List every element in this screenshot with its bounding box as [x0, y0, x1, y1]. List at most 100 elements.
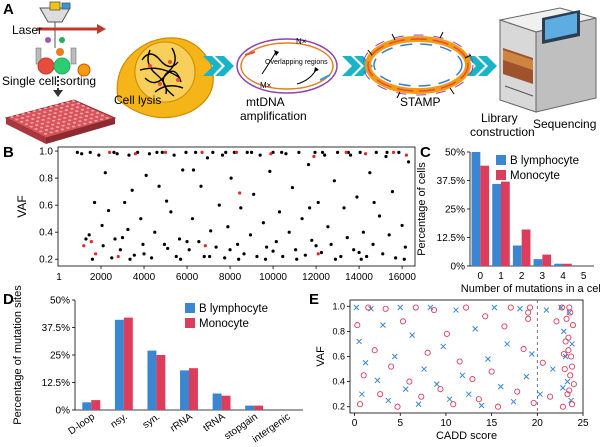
- overlapping-regions-text: Overlapping regions: [265, 59, 328, 66]
- chart-b-point-black: [359, 257, 363, 261]
- chart-b-point-black: [147, 152, 152, 156]
- panel-label-c: C: [420, 144, 431, 161]
- chart-e-point-monocyte: [570, 381, 577, 388]
- chart-e-point-b-lymphocyte: [549, 366, 556, 372]
- chart-c-bar-monocyte: [480, 165, 490, 266]
- chart-e-point-b-lymphocyte: [391, 353, 398, 360]
- plate-well: [34, 128, 38, 130]
- chart-e-ytick-label: 0.8: [332, 326, 345, 336]
- chart-d-bar-monocyte: [91, 400, 101, 410]
- chart-e-point-b-lymphocyte: [440, 343, 447, 350]
- chart-d-bar-monocyte: [189, 368, 198, 410]
- chart-e-point-monocyte: [563, 315, 570, 322]
- chart-e-point-b-lymphocyte: [356, 338, 362, 345]
- chart-e-point-monocyte: [406, 378, 413, 385]
- chart-e-point-monocyte: [526, 304, 534, 311]
- chart-e-xtick-label: 20: [532, 418, 544, 429]
- chart-e-x-stroke: [517, 305, 523, 312]
- chart-b-point-red: [203, 244, 207, 248]
- chart-e-point-b-lymphocyte: [497, 383, 504, 390]
- chart-e-point-monocyte: [553, 318, 560, 325]
- cell-lysis-label: Cell lysis: [114, 93, 161, 107]
- plate-well: [44, 129, 49, 131]
- chart-b-point-red: [116, 254, 120, 259]
- chart-e-point-b-lymphocyte: [459, 372, 466, 379]
- chart-e-point-monocyte: [520, 345, 527, 353]
- chart-b-point-black: [355, 195, 359, 199]
- chart-b-ytick-label: 0.4: [39, 228, 53, 239]
- chart-e-point-monocyte: [357, 401, 364, 408]
- plate-well: [43, 111, 47, 114]
- chart-b-point-black: [323, 153, 327, 157]
- library-label-line1: Library: [481, 111, 518, 125]
- chart-b-xtick-label: 8000: [219, 272, 242, 283]
- chart-b-point-black: [242, 252, 246, 256]
- chart-b-point-black: [339, 254, 343, 259]
- panel-label-b: B: [3, 144, 14, 161]
- mtdna-label-line2: amplification: [240, 109, 307, 123]
- plate-well: [31, 118, 35, 120]
- plate-well: [24, 123, 29, 126]
- plate-well: [39, 130, 43, 133]
- chart-b-point-red: [94, 252, 98, 256]
- chart-b-point-black: [365, 254, 369, 259]
- plate-well: [80, 108, 85, 111]
- chart-e-point-monocyte: [462, 304, 470, 311]
- chart-e-point-monocyte: [418, 393, 425, 400]
- plate-well: [90, 113, 94, 116]
- chart-c-bar-monocyte: [563, 263, 572, 266]
- chart-e-x-stroke: [362, 359, 369, 366]
- chart-b-point-black: [153, 230, 157, 234]
- chart-c-ytick-label: 12.5%: [437, 233, 465, 244]
- chart-b-point-black: [87, 233, 91, 237]
- plate-well: [25, 119, 29, 122]
- chart-e-point-b-lymphocyte: [427, 304, 434, 311]
- chart-b-point-black: [118, 248, 122, 252]
- chart-e-point-b-lymphocyte: [566, 309, 573, 316]
- plate-well: [88, 121, 93, 124]
- chart-b-point-black: [385, 150, 389, 155]
- chart-b-point-black: [228, 248, 232, 252]
- chart-b-point-black: [237, 257, 241, 261]
- plate-well: [58, 114, 62, 117]
- stamp-label: STAMP: [400, 95, 440, 109]
- chart-e-x-stroke: [380, 322, 386, 328]
- chart-b-point-black: [169, 210, 173, 214]
- stamp-illustration: [362, 31, 474, 99]
- chart-b-point-black: [106, 208, 111, 213]
- chart-b-point-black: [335, 150, 340, 155]
- chart-e-point-monocyte: [412, 304, 419, 311]
- chart-b-point-black: [80, 152, 84, 156]
- chart-e-point-monocyte: [424, 349, 431, 356]
- plate-well: [41, 118, 45, 121]
- plate-well: [42, 115, 46, 117]
- plate-well: [49, 131, 53, 134]
- chart-d-xtick-label: nsy.: [109, 411, 130, 430]
- plate-well: [75, 110, 79, 113]
- plate-well: [79, 116, 83, 119]
- chart-b-point-black: [280, 150, 284, 155]
- chart-d-ytick-label: 0%: [56, 406, 71, 417]
- mtdna-amplification-label: mtDNA amplification: [240, 95, 307, 123]
- chart-c-xlabel: Number of mutations in a cell: [461, 283, 600, 295]
- chart-e-x-stroke: [391, 353, 398, 360]
- chart-c-xtick-label: 2: [519, 271, 525, 282]
- laser-label: Laser: [12, 23, 42, 37]
- chart-b-point-black: [271, 249, 275, 253]
- chart-b-point-black: [211, 150, 215, 155]
- chart-b-point-black: [115, 152, 119, 156]
- chart-b-xtick-label: 4000: [133, 272, 156, 283]
- chart-c-mutations-per-cell: 0% 12.5% 25% 37.5% 50% 0 1 2 3 4 5 Percentage of ce…: [416, 148, 600, 296]
- library-construction-label: Library construction: [470, 111, 535, 139]
- plate-well: [39, 126, 44, 129]
- chart-e-x-stroke: [356, 338, 362, 345]
- chart-b-point-black: [310, 238, 314, 242]
- chart-b-point-black: [248, 233, 253, 237]
- plate-well: [36, 116, 41, 119]
- plate-well: [51, 123, 55, 126]
- chart-b-point-black: [88, 150, 92, 155]
- plate-well: [35, 120, 40, 123]
- chart-c-legend-label: B lymphocyte: [510, 155, 579, 167]
- chart-b-point-black: [112, 150, 116, 155]
- plate-well: [49, 105, 53, 108]
